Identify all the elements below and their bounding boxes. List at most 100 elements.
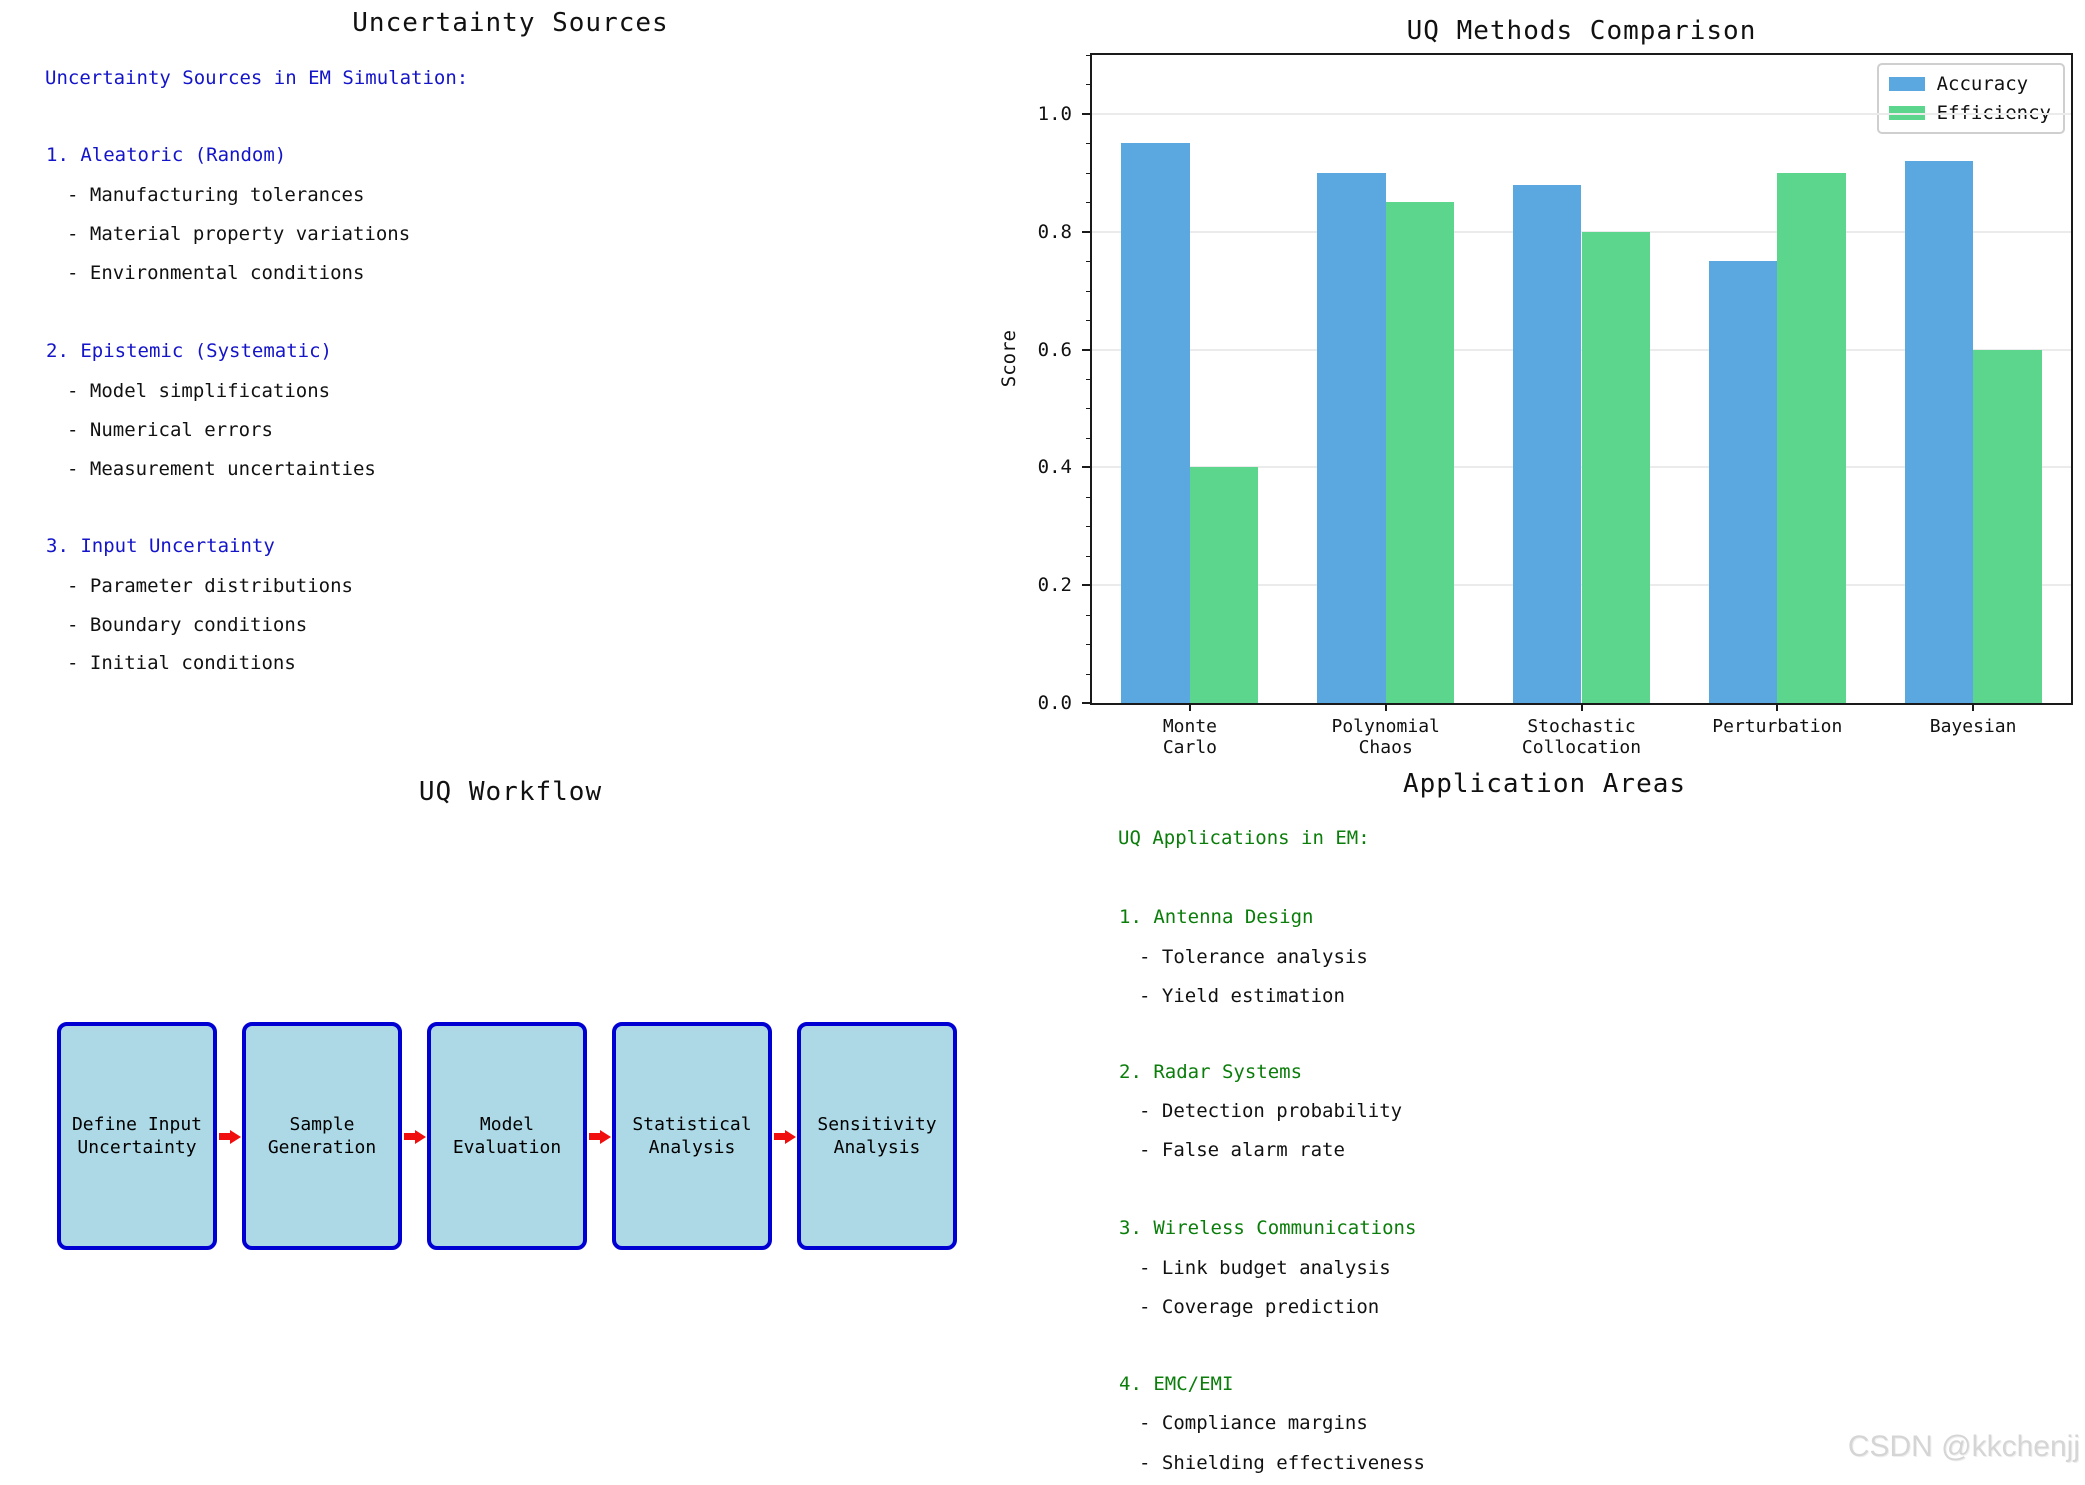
bar-accuracy (1317, 172, 1386, 703)
list-item: - Model simplifications (67, 380, 331, 402)
arrow-shaft (219, 1133, 230, 1140)
y-tick-mark (1082, 348, 1090, 351)
y-minor-tick-mark (1086, 172, 1090, 174)
y-tick-label: 0.0 (1037, 692, 1072, 714)
x-tick-label: Bayesian (1929, 716, 2017, 737)
legend-swatch-accuracy (1888, 77, 1925, 91)
list-section-label: 3. Wireless Communications (1119, 1217, 1417, 1239)
workflow-step-box: Model Evaluation (427, 1022, 587, 1250)
bar-accuracy (1904, 161, 1974, 703)
list-item: - Material property variations (67, 223, 411, 245)
chart-title: UQ Methods Comparison (1406, 16, 1757, 46)
bar-accuracy (1121, 143, 1190, 703)
list-item: - Measurement uncertainties (67, 458, 376, 480)
workflow-title: UQ Workflow (418, 777, 603, 807)
y-tick-label: 0.2 (1037, 574, 1072, 597)
y-minor-tick-mark (1086, 290, 1090, 292)
bar-accuracy (1708, 261, 1778, 703)
list-item: - Initial conditions (67, 652, 296, 674)
list-section-label: 2. Epistemic (Systematic) (46, 340, 332, 362)
y-tick-mark (1082, 230, 1090, 233)
x-tick-label: Perturbation (1712, 716, 1843, 737)
list-item: - Compliance margins (1139, 1412, 1368, 1434)
x-tick-mark (1580, 703, 1583, 711)
x-tick-label: Stochastic Collocation (1521, 716, 1642, 758)
list-section-label: 3. Input Uncertainty (46, 535, 275, 557)
y-minor-tick-mark (1086, 644, 1090, 646)
list-section-label: 2. Radar Systems (1119, 1061, 1303, 1083)
list-item: - False alarm rate (1139, 1139, 1345, 1161)
x-tick-mark (1384, 703, 1387, 711)
workflow-step-box: Sample Generation (242, 1022, 402, 1250)
x-tick-label: Monte Carlo (1162, 716, 1217, 758)
list-item: - Tolerance analysis (1139, 946, 1368, 968)
x-tick-label: Polynomial Chaos (1331, 716, 1440, 758)
y-minor-tick-mark (1086, 320, 1090, 322)
list-item: - Numerical errors (67, 419, 273, 441)
list-item: - Manufacturing tolerances (67, 184, 365, 206)
list-item: - Detection probability (1139, 1100, 1403, 1122)
arrow-shaft (774, 1133, 785, 1140)
gridline (1092, 230, 2071, 233)
y-minor-tick-mark (1086, 526, 1090, 528)
bar-chart-plot-area: Accuracy Efficiency 0.0 0.2 0.4 0.6 0.8 1.0 Mon… (1038, 53, 2073, 758)
bar-efficiency (1189, 467, 1259, 703)
y-minor-tick-mark (1086, 496, 1090, 498)
x-tick-mark (1776, 703, 1779, 711)
y-tick-label: 0.8 (1037, 220, 1072, 243)
arrow-shaft (404, 1133, 415, 1140)
bar-accuracy (1512, 184, 1582, 703)
y-minor-tick-mark (1086, 408, 1090, 410)
y-minor-tick-mark (1086, 55, 1090, 56)
bar-efficiency (1777, 172, 1846, 703)
bar-efficiency (1385, 202, 1455, 703)
y-minor-tick-mark (1086, 84, 1090, 86)
chart-legend: Accuracy Efficiency (1876, 63, 2065, 134)
arrow-head-icon (415, 1130, 426, 1144)
list-item: - Shielding effectiveness (1139, 1452, 1425, 1474)
list-heading: Uncertainty Sources in EM Simulation: (45, 67, 469, 89)
y-minor-tick-mark (1086, 614, 1090, 616)
list-item: - Parameter distributions (67, 575, 353, 597)
y-minor-tick-mark (1086, 261, 1090, 263)
list-section-label: 4. EMC/EMI (1119, 1373, 1234, 1395)
list-item: - Coverage prediction (1139, 1296, 1380, 1318)
y-tick-mark (1082, 466, 1090, 469)
y-minor-tick-mark (1086, 202, 1090, 204)
uncertainty-sources-title: Uncertainty Sources (352, 8, 669, 38)
bar-efficiency (1581, 231, 1651, 703)
gridline (1092, 112, 2071, 115)
list-heading: UQ Applications in EM: (1118, 827, 1370, 849)
workflow-step-box: Define Input Uncertainty (57, 1022, 217, 1250)
y-minor-tick-mark (1086, 143, 1090, 145)
application-areas-title: Application Areas (1402, 769, 1687, 799)
bar-efficiency (1973, 349, 2042, 703)
y-tick-mark (1082, 112, 1090, 115)
x-tick-mark (1972, 703, 1975, 711)
y-minor-tick-mark (1086, 555, 1090, 557)
legend-label: Accuracy (1936, 73, 2029, 95)
list-section-label: 1. Antenna Design (1119, 906, 1314, 928)
y-minor-tick-mark (1086, 437, 1090, 439)
list-item: - Environmental conditions (67, 262, 365, 284)
y-tick-mark (1082, 584, 1090, 587)
y-tick-label: 0.4 (1037, 456, 1072, 479)
workflow-step-box: Statistical Analysis (612, 1022, 772, 1250)
legend-entry: Accuracy (1888, 73, 2051, 95)
arrow-head-icon (785, 1130, 796, 1144)
arrow-shaft (589, 1133, 600, 1140)
list-item: - Link budget analysis (1139, 1257, 1391, 1279)
y-tick-label: 1.0 (1037, 102, 1072, 125)
y-minor-tick-mark (1086, 673, 1090, 675)
y-minor-tick-mark (1086, 379, 1090, 380)
csdn-watermark: CSDN @kkchenjj (1847, 1430, 2080, 1463)
list-item: - Boundary conditions (67, 614, 308, 636)
y-tick-mark (1082, 702, 1090, 704)
arrow-head-icon (230, 1130, 241, 1144)
arrow-head-icon (600, 1130, 611, 1144)
list-item: - Yield estimation (1139, 985, 1345, 1007)
workflow-step-box: Sensitivity Analysis (797, 1022, 957, 1250)
list-section-label: 1. Aleatoric (Random) (46, 144, 287, 166)
y-tick-label: 0.6 (1037, 338, 1072, 361)
